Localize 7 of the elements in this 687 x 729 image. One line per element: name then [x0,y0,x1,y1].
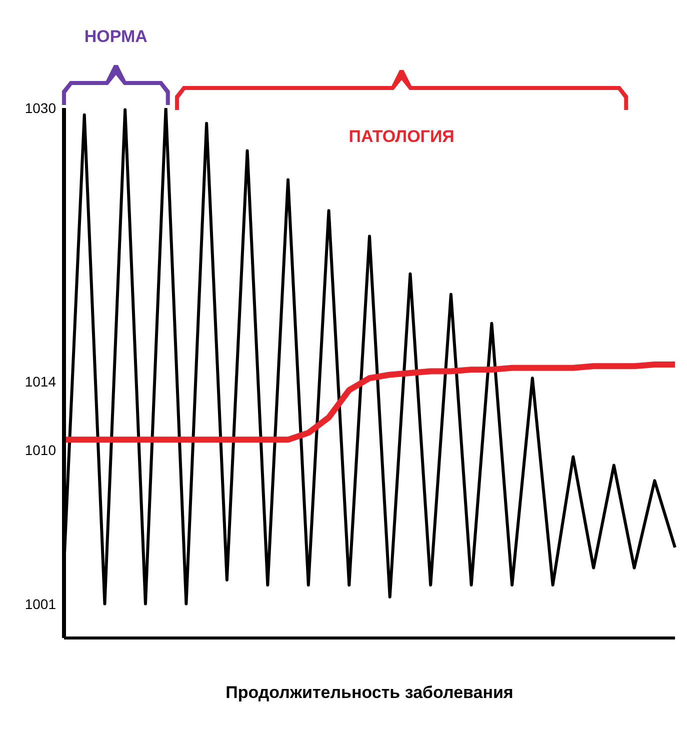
x-axis-title: Продолжительность заболевания [226,683,514,702]
y-tick-label: 1001 [24,596,56,612]
y-tick-label: 1030 [24,100,56,116]
y-tick-label: 1010 [24,442,56,458]
annotation: ПАТОЛОГИЯ [348,127,454,146]
y-tick-label: 1014 [24,374,56,390]
text: НОРМА [84,27,148,46]
